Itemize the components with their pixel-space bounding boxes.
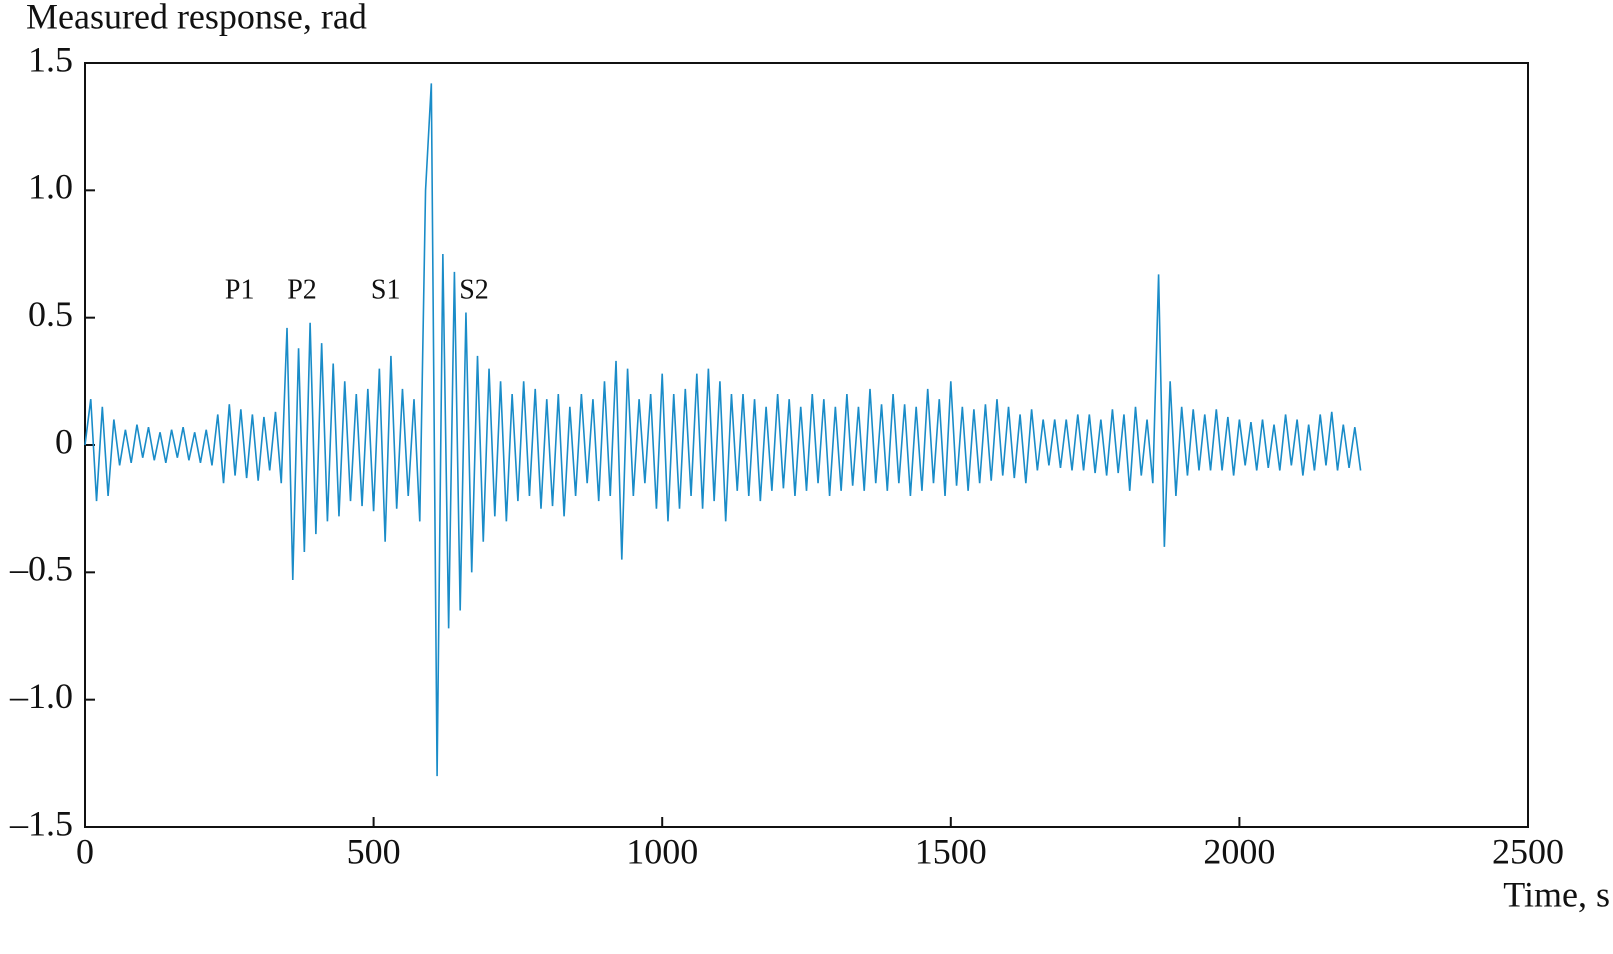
y-tick-label: –0.5 — [9, 549, 73, 589]
x-tick-label: 0 — [76, 831, 94, 871]
y-tick-label: –1.0 — [9, 676, 73, 716]
y-tick-label: –1.5 — [9, 803, 73, 843]
y-tick-label: 1.0 — [28, 167, 73, 207]
y-tick-label: 1.5 — [28, 39, 73, 79]
y-axis-label: Measured response, rad — [26, 0, 367, 36]
annotation: S2 — [459, 275, 489, 306]
annotation: P2 — [287, 275, 317, 306]
y-tick-label: 0 — [55, 421, 73, 461]
annotation: P1 — [225, 275, 255, 306]
series-line — [84, 83, 1362, 777]
x-tick-label: 500 — [347, 831, 401, 871]
y-tick-label: 0.5 — [28, 294, 73, 334]
x-tick-label: 2000 — [1203, 831, 1275, 871]
annotation: S1 — [371, 275, 401, 306]
x-tick-label: 1000 — [626, 831, 698, 871]
x-tick-label: 1500 — [915, 831, 987, 871]
x-axis-label: Time, s — [1503, 874, 1610, 914]
x-tick-label: 2500 — [1492, 831, 1564, 871]
